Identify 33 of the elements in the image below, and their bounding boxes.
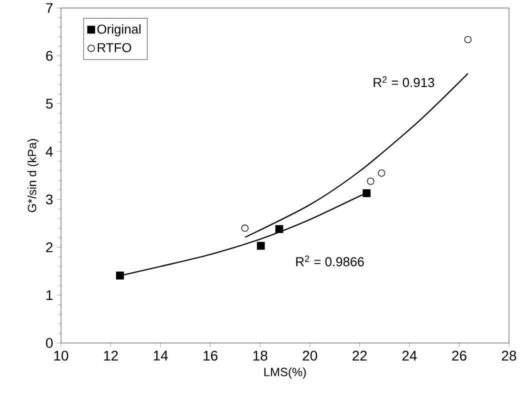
y-axis-title: G*/sin d (kPa) — [28, 139, 39, 212]
legend-label: Original — [97, 24, 141, 36]
x-tick-label: 22 — [352, 350, 367, 361]
x-tick-label: 10 — [54, 350, 68, 361]
point — [366, 178, 374, 185]
point — [275, 225, 284, 234]
point — [241, 224, 249, 232]
y-tick-label: 5 — [46, 98, 53, 109]
y-tick-label: 1 — [46, 290, 53, 300]
x-axis-title: LMS(%) — [264, 367, 306, 379]
x-tick-label: 16 — [204, 350, 218, 361]
point — [464, 36, 472, 44]
y-tick-label: 2 — [46, 242, 53, 252]
x-tick-label: 18 — [253, 350, 268, 361]
annotation: R$^{2}$ = 0.913 — [374, 76, 434, 88]
y-tick-label: 7 — [46, 3, 53, 13]
x-tick-label: 12 — [104, 350, 118, 361]
y-tick-label: 4 — [46, 146, 53, 156]
point — [378, 169, 386, 177]
point — [116, 272, 124, 280]
point — [362, 189, 371, 198]
x-tick-label: 28 — [502, 350, 516, 361]
annotation: R$^{2}$ = 0.9866 — [296, 256, 364, 266]
x-tick-label: 26 — [452, 350, 466, 361]
x-tick-label: 14 — [154, 350, 168, 360]
line-series — [244, 72, 469, 238]
y-tick-label: 3 — [46, 194, 53, 204]
point — [256, 242, 265, 250]
x-tick-label: 24 — [402, 350, 417, 361]
x-tick-label: 20 — [302, 350, 318, 361]
y-tick-label: 0 — [46, 338, 53, 348]
y-tick-label: 6 — [46, 50, 53, 61]
legend-label: RTFO — [98, 43, 132, 52]
